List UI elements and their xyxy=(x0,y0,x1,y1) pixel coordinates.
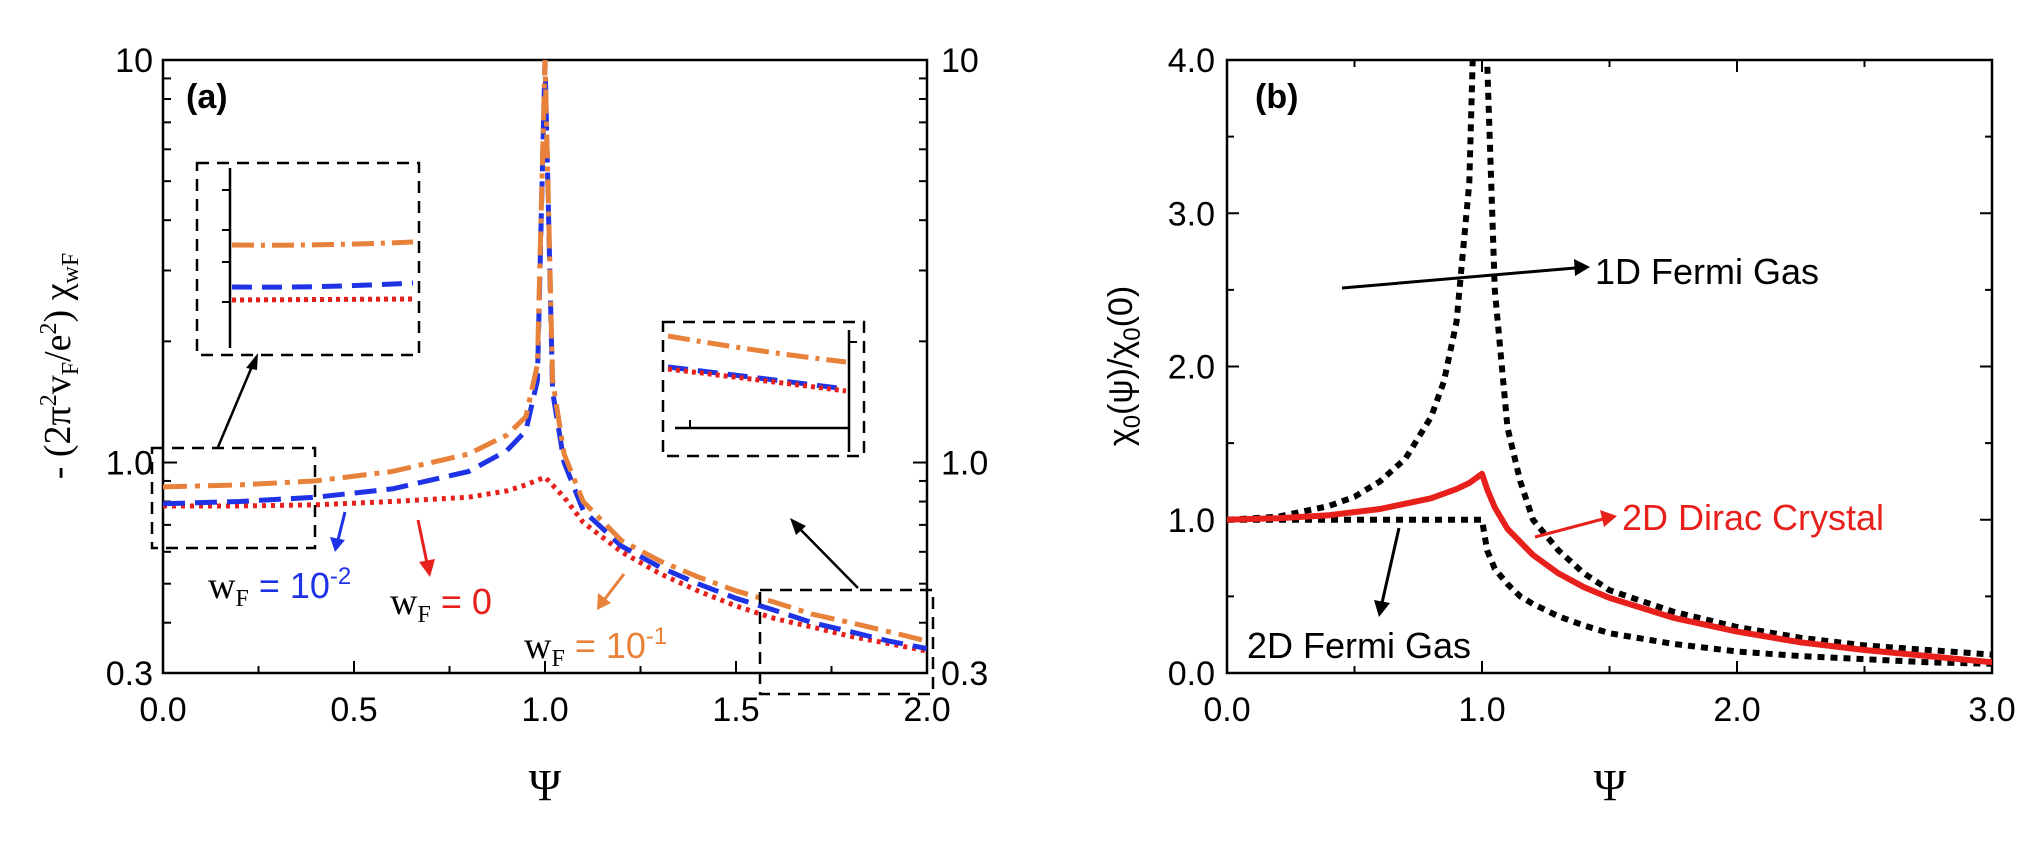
inset-left-blue-line xyxy=(231,280,414,290)
label-wf-red: wF = 0 xyxy=(390,581,492,628)
zoom-arrow-left xyxy=(216,363,255,448)
b-series-line-0 xyxy=(1227,60,1992,658)
a-series-line-2 xyxy=(163,60,927,644)
b-y-tick-label: 2.0 xyxy=(1168,349,1215,387)
inset-right-red-line xyxy=(667,366,847,394)
panel-b-label: (b) xyxy=(1255,78,1298,116)
arrow-red-head xyxy=(419,559,435,577)
zoom-box-right xyxy=(758,588,935,696)
a-x-tick-label: 1.5 xyxy=(712,691,759,729)
a-series-line-1 xyxy=(163,60,927,652)
arrow-2d-fermi xyxy=(1380,527,1401,604)
b-x-tick-label: 1.0 xyxy=(1458,691,1505,729)
label-2d-dirac-crystal: 2D Dirac Crystal xyxy=(1622,497,1884,538)
inset-right-orange-line xyxy=(667,333,847,365)
label-wf-blue: wF = 10-2 xyxy=(208,563,351,612)
arrow-red xyxy=(416,519,429,564)
a-x-tick-label: 2.0 xyxy=(903,691,950,729)
a-y-tick-label-right: 1.0 xyxy=(941,445,988,483)
b-x-tick-label: 0.0 xyxy=(1203,691,1250,729)
panel-a-tick-labels: 0.0 0.5 1.0 1.5 2.00.3 0.31.0 1.010 10 xyxy=(106,42,989,729)
panel-b-y-title: χ0(ψ)/χ0(0) xyxy=(1102,286,1146,446)
panel-a: 0.0 0.5 1.0 1.5 2.00.3 0.31.0 1.010 10 xyxy=(36,42,988,810)
b-series-line-2 xyxy=(1227,470,1992,666)
arrow-orange xyxy=(602,573,626,601)
panel-b-plot-frame xyxy=(1225,58,1994,675)
b-x-tick-label: 2.0 xyxy=(1713,691,1760,729)
b-series-line-1 xyxy=(1227,516,1992,667)
arrow-2d-dirac-head xyxy=(1600,510,1617,527)
arrow-1d-head xyxy=(1574,259,1590,276)
arrow-1d xyxy=(1341,266,1576,290)
panel-a-x-title: Ψ xyxy=(529,761,562,810)
panel-b-x-title: Ψ xyxy=(1594,761,1627,810)
inset-left-red-line xyxy=(231,296,414,303)
inset-left-box xyxy=(195,161,421,357)
panel-a-label: (a) xyxy=(186,78,228,116)
b-y-tick-label: 3.0 xyxy=(1168,195,1215,233)
a-x-tick-label: 0.0 xyxy=(139,691,186,729)
a-x-tick-label: 0.5 xyxy=(330,691,377,729)
panel-b-annotation-arrows xyxy=(1341,259,1617,617)
panel-b-series xyxy=(1227,60,1992,667)
label-wf-orange: wF = 10-1 xyxy=(524,623,667,672)
b-x-tick-label: 3.0 xyxy=(1968,691,2015,729)
b-y-tick-label: 4.0 xyxy=(1168,42,1215,80)
panel-a-ticks xyxy=(162,59,928,674)
zoom-arrow-right xyxy=(797,526,859,589)
zoom-arrow-right-head xyxy=(790,518,806,535)
panel-a-annotation-arrows xyxy=(330,511,626,610)
a-y-tick-label: 1.0 xyxy=(106,445,153,483)
panel-a-y-title: - (2π2vF/e2) χwF xyxy=(36,253,84,480)
a-series-line-0 xyxy=(163,474,927,654)
label-1d-fermi-gas: 1D Fermi Gas xyxy=(1595,251,1819,292)
zoom-box-left xyxy=(150,446,317,550)
arrow-2d-fermi-head xyxy=(1374,600,1390,617)
panel-a-insets xyxy=(150,161,935,696)
a-y-tick-label-right: 10 xyxy=(941,42,979,80)
panel-b-tick-labels: 0.0 1.0 2.0 3.0 0.0 1.0 2.0 3.0 4.0 xyxy=(1168,42,2016,729)
arrow-blue-head xyxy=(330,537,345,552)
b-y-tick-label: 1.0 xyxy=(1168,502,1215,540)
a-x-tick-label: 1.0 xyxy=(521,691,568,729)
a-y-tick-label: 10 xyxy=(115,42,153,80)
panel-a-series xyxy=(163,60,927,654)
a-y-tick-label-right: 0.3 xyxy=(941,655,988,693)
zoom-arrow-left-head xyxy=(246,353,258,370)
label-2d-fermi-gas: 2D Fermi Gas xyxy=(1247,625,1471,666)
panel-b-ticks xyxy=(1226,59,1993,674)
arrow-orange-head xyxy=(597,593,611,610)
b-y-tick-label: 0.0 xyxy=(1168,655,1215,693)
panel-b: 0.0 1.0 2.0 3.0 0.0 1.0 2.0 3.0 4.0 (b) 1D Fermi… xyxy=(1102,42,2016,810)
arrow-2d-dirac xyxy=(1534,517,1604,539)
inset-left-orange-line xyxy=(231,239,414,248)
a-y-tick-label: 0.3 xyxy=(106,655,153,693)
arrow-blue xyxy=(336,511,347,541)
